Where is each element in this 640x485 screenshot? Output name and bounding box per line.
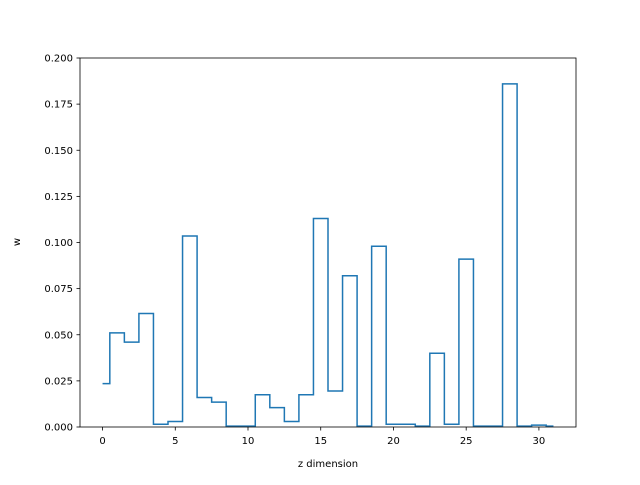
y-tick-label-6: 0.150 [44,146,73,157]
axes-layer: 0 5 10 15 20 25 30 0.000 0.025 0.050 0.075 0.100 0.1… [44,54,577,447]
series-step-line-0 [102,83,554,427]
plot-layer [102,83,554,427]
x-tick-label-1: 5 [172,436,178,447]
y-tick-label-3: 0.075 [44,284,73,295]
x-tick-label-6: 30 [533,436,546,447]
x-tick-label-4: 20 [387,436,400,447]
y-axis-label: w [12,238,23,246]
y-tick-label-7: 0.175 [44,100,73,111]
x-tick-label-3: 15 [314,436,327,447]
x-axis-label: z dimension [298,459,358,470]
x-tick-label-2: 10 [242,436,255,447]
y-tick-label-0: 0.000 [44,423,73,434]
y-tick-label-2: 0.050 [44,330,73,341]
x-tick-label-0: 0 [99,436,105,447]
x-tick-label-5: 25 [460,436,473,447]
y-tick-label-8: 0.200 [44,54,73,65]
y-tick-label-4: 0.100 [44,238,73,249]
y-tick-label-1: 0.025 [44,376,73,387]
y-tick-label-5: 0.125 [44,192,73,203]
